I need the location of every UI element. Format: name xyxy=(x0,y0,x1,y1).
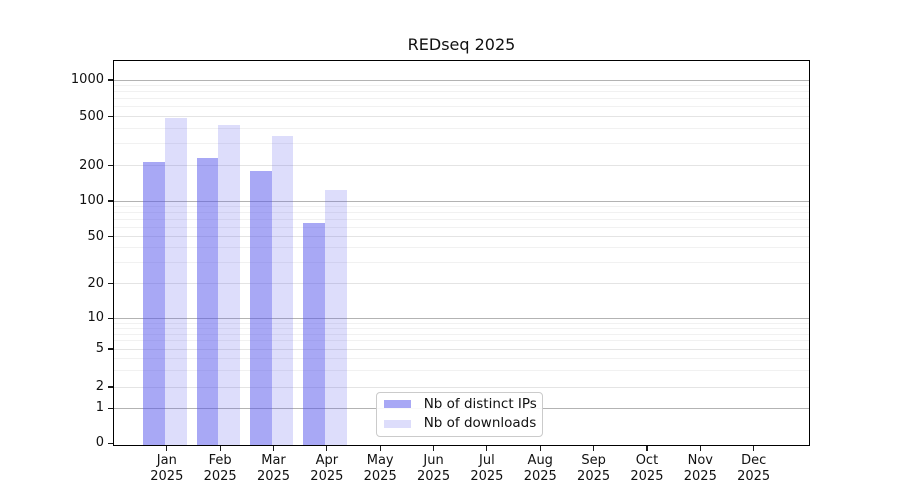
y-tick-mark xyxy=(108,407,113,409)
x-axis-tick-label: Jun 2025 xyxy=(417,453,451,484)
gridline-major xyxy=(114,79,810,81)
gridline-minor xyxy=(114,218,810,220)
y-axis-tick-label: 100 xyxy=(79,193,104,208)
x-tick-mark xyxy=(593,446,595,451)
x-axis-tick-label: Nov 2025 xyxy=(683,453,717,484)
bar-downloads-mar xyxy=(271,136,294,445)
y-axis-tick-label: 0 xyxy=(95,435,104,451)
x-axis-tick-label: Sep 2025 xyxy=(577,453,611,484)
gridline-mid xyxy=(114,236,810,237)
x-tick-mark xyxy=(379,446,381,451)
gridline-minor xyxy=(114,369,810,371)
x-axis-tick-label: Jan 2025 xyxy=(150,453,184,484)
y-axis-tick-label: 1 xyxy=(95,400,104,416)
bar-downloads-apr xyxy=(325,189,347,445)
x-axis-tick-label: Oct 2025 xyxy=(630,453,664,484)
gridline-mid xyxy=(114,116,810,117)
gridline-minor xyxy=(114,357,810,359)
x-axis-tick-label: Dec 2025 xyxy=(737,453,771,484)
x-tick-mark xyxy=(166,446,168,451)
gridline-major xyxy=(114,200,810,202)
y-tick-mark xyxy=(108,317,113,319)
gridline-minor xyxy=(114,333,810,335)
x-tick-mark xyxy=(326,446,328,451)
x-tick-mark xyxy=(219,446,221,451)
y-tick-mark xyxy=(108,386,113,388)
legend-item-downloads: Nb of downloads xyxy=(377,416,543,432)
x-tick-mark xyxy=(272,446,275,451)
y-tick-mark xyxy=(108,79,113,81)
gridline-minor xyxy=(114,247,810,249)
y-axis-tick-label: 1000 xyxy=(70,72,104,87)
bar-distinct-ips-jan xyxy=(143,161,165,445)
y-axis-tick-label: 2 xyxy=(95,379,104,394)
gridline-minor xyxy=(114,205,810,207)
gridline-minor xyxy=(114,98,810,100)
gridline-minor xyxy=(114,143,810,145)
gridline-mid xyxy=(114,386,810,388)
x-axis-tick-label: Aug 2025 xyxy=(523,453,557,484)
gridline-minor xyxy=(114,85,810,87)
y-tick-mark xyxy=(108,115,113,118)
x-tick-mark xyxy=(432,446,435,451)
bar-downloads-feb xyxy=(218,125,240,445)
x-axis-tick-label: May 2025 xyxy=(363,453,397,484)
y-tick-mark xyxy=(108,282,113,285)
gridline-minor xyxy=(114,322,810,324)
y-tick-mark xyxy=(108,164,113,167)
gridline-major xyxy=(114,317,810,319)
gridline-minor xyxy=(114,91,810,93)
bar-distinct-ips-mar xyxy=(250,170,272,445)
y-tick-mark xyxy=(108,200,113,202)
x-tick-mark xyxy=(753,446,755,451)
y-axis-tick-label: 500 xyxy=(79,108,104,124)
y-tick-mark xyxy=(108,442,113,444)
gridline-minor xyxy=(114,211,810,213)
y-axis-tick-label: 10 xyxy=(87,310,104,326)
gridline-minor xyxy=(114,226,810,228)
bar-distinct-ips-apr xyxy=(303,223,326,445)
gridline-minor xyxy=(114,327,810,329)
legend-label-distinct-ips: Nb of distinct IPs xyxy=(423,395,537,412)
bar-downloads-jan xyxy=(165,117,187,445)
x-axis-tick-label: Jul 2025 xyxy=(470,453,504,484)
x-tick-mark xyxy=(539,446,541,451)
legend-swatch-downloads xyxy=(383,420,411,428)
bar-distinct-ips-feb xyxy=(196,158,219,445)
y-axis-tick-label: 20 xyxy=(87,275,104,291)
x-axis-tick-label: Mar 2025 xyxy=(256,453,291,484)
gridline-minor xyxy=(114,106,810,108)
chart-title: REDseq 2025 xyxy=(407,35,516,54)
gridline-mid xyxy=(114,165,810,166)
legend-swatch-distinct-ips xyxy=(383,400,411,409)
x-tick-mark xyxy=(646,446,648,451)
gridline-minor xyxy=(114,262,810,264)
y-tick-mark xyxy=(108,235,113,238)
legend-label-downloads: Nb of downloads xyxy=(423,415,537,432)
y-axis-tick-label: 50 xyxy=(87,228,104,244)
gridline-minor xyxy=(114,127,810,129)
legend-item-distinct-ips: Nb of distinct IPs xyxy=(377,396,543,412)
y-tick-mark xyxy=(108,348,113,350)
x-tick-mark xyxy=(486,446,488,451)
gridline-mid xyxy=(114,283,810,284)
legend: Nb of distinct IPs Nb of downloads xyxy=(375,391,544,437)
x-axis-tick-label: Feb 2025 xyxy=(203,453,237,484)
y-axis-tick-label: 5 xyxy=(95,341,104,356)
x-axis-tick-label: Apr 2025 xyxy=(310,453,344,484)
gridline-minor xyxy=(114,340,810,342)
x-tick-mark xyxy=(699,446,701,451)
y-axis-tick-label: 200 xyxy=(79,157,104,173)
gridline-mid xyxy=(114,348,810,350)
